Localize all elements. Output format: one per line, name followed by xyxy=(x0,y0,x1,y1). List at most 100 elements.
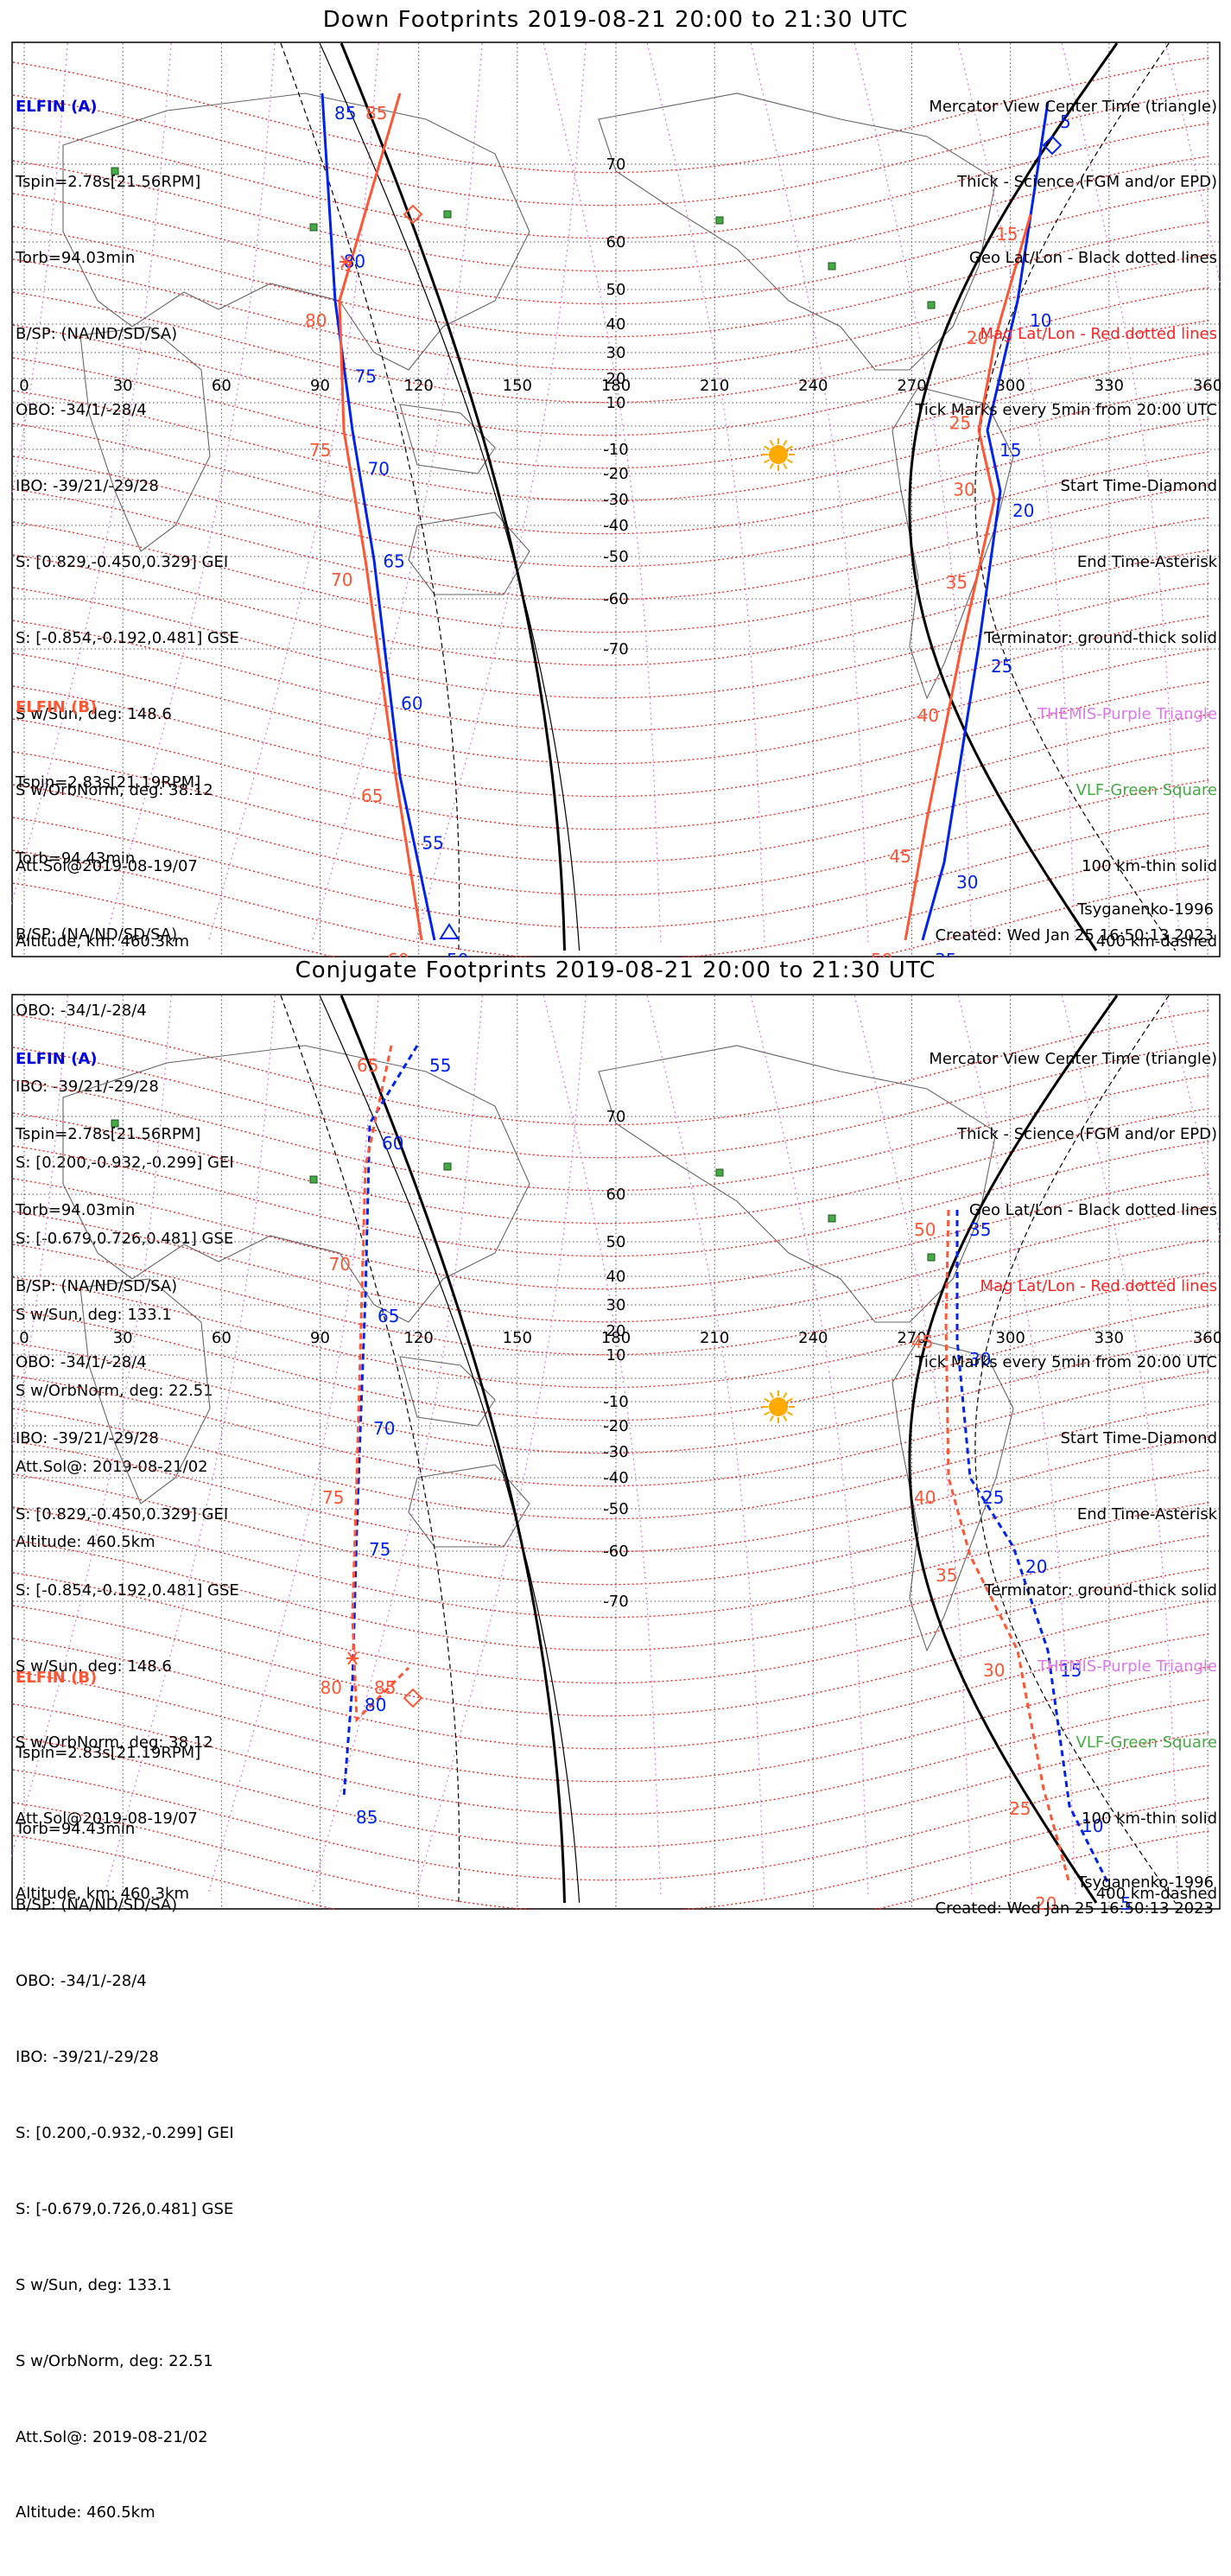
continent-outline xyxy=(598,1045,997,1323)
continent-outline xyxy=(408,512,530,595)
info-line: S: [0.829,-0.450,0.329] GEI xyxy=(16,1504,229,1523)
lat-tick-label: -60 xyxy=(603,590,628,608)
info-line: OBO: -34/1/-28/4 xyxy=(16,1353,147,1372)
trace-tick-label: 85 xyxy=(356,1807,378,1828)
sun-ray xyxy=(786,445,793,450)
trace-tick-label: 30 xyxy=(983,1660,1005,1681)
lon-tick-label: 210 xyxy=(700,1329,729,1347)
trace-tick-label: 85 xyxy=(374,1677,396,1698)
lat-tick-label: -70 xyxy=(603,640,628,658)
legend-item: VLF-Green Square xyxy=(1076,780,1217,799)
sun-ray xyxy=(786,1411,793,1416)
created-label: Created: Wed Jan 25 16:50:13 2023 xyxy=(935,1899,1214,1918)
mag-lat-line xyxy=(12,779,1211,896)
mag-lon-line xyxy=(646,995,765,1895)
terminator-line xyxy=(339,995,566,1904)
trace-tick-label: 35 xyxy=(946,572,968,593)
lat-tick-label: -50 xyxy=(603,1500,628,1518)
info-line: B/SP: (NA/ND/SD/SA) xyxy=(16,1896,178,1915)
trace-tick-label: 25 xyxy=(982,1487,1004,1508)
mag-lat-line xyxy=(12,648,1211,765)
lat-tick-label: -70 xyxy=(603,1593,628,1611)
trace-tick-label: 40 xyxy=(914,1487,936,1508)
lon-tick-label: 330 xyxy=(1095,377,1124,395)
sun-ray xyxy=(764,459,771,464)
mag-lat-line xyxy=(12,1765,1211,1881)
legend-item: Mercator View Center Time (triangle) xyxy=(929,97,1217,116)
trace-tick-label: 75 xyxy=(322,1487,344,1508)
elfin-b-info: ELFIN (B) Tspin=2.83s[21.19RPM] Torb=94.… xyxy=(16,644,234,1606)
trace-tick-label: 20 xyxy=(1025,1556,1047,1577)
mag-lat-line xyxy=(12,57,1211,174)
legend-item: End Time-Asterisk xyxy=(1076,552,1217,571)
trace-tick-label: 65 xyxy=(357,1055,378,1076)
sun-ray xyxy=(783,1415,788,1422)
mag-lat-line xyxy=(12,550,1211,666)
lon-tick-label: 150 xyxy=(503,377,532,395)
mag-lat-line xyxy=(12,1732,1211,1848)
lon-tick-label: 210 xyxy=(700,377,729,395)
mag-lat-line xyxy=(12,681,1211,798)
lat-tick-label: -20 xyxy=(603,465,628,483)
trace-tick-label: 60 xyxy=(382,1133,403,1154)
legend-item: 400 km-dashed xyxy=(1095,1885,1217,1904)
mag-lat-line xyxy=(12,418,1211,535)
trace-tick-label: 15 xyxy=(999,440,1021,461)
lat-tick-label: 10 xyxy=(606,394,626,412)
continent-outline xyxy=(62,92,530,371)
mag-lat-line xyxy=(12,582,1211,699)
legend-item: Mag Lat/Lon - Red dotted lines xyxy=(980,1277,1217,1296)
lon-tick-label: 150 xyxy=(503,1329,532,1347)
mag-lat-line xyxy=(12,1305,1211,1422)
trace-tick-label: 30 xyxy=(953,480,974,500)
info-line: Torb=94.03min xyxy=(16,249,136,268)
model-label: Tsyganenko-1996 xyxy=(1077,1873,1214,1892)
mag-lat-line xyxy=(12,1371,1211,1487)
trace-tick-label: 20 xyxy=(1035,1893,1057,1910)
trace-tick-label: 20 xyxy=(967,328,988,348)
legend: Mercator View Center Time (triangle) Thi… xyxy=(915,43,1217,1005)
info-line: Torb=94.03min xyxy=(16,1201,136,1220)
mag-lat-line xyxy=(12,1206,1211,1323)
vlf-green-square xyxy=(443,210,452,219)
lat-tick-label: 10 xyxy=(606,1346,626,1364)
sun-ray xyxy=(783,462,788,469)
mag-lat-line xyxy=(12,1830,1211,1910)
info-line: S: [-0.854,-0.192,0.481] GSE xyxy=(16,1581,239,1600)
trace-tick-label: 65 xyxy=(383,551,404,572)
info-line: S w/Sun, deg: 133.1 xyxy=(16,2275,172,2294)
mag-lat-line xyxy=(12,1403,1211,1520)
continent-outline xyxy=(399,1356,496,1427)
trace-tick-label: 70 xyxy=(368,458,390,479)
info-line: Att.Sol@2019-08-19/07 xyxy=(16,1809,198,1828)
sun-disc xyxy=(769,445,788,464)
info-line: IBO: -39/21/-29/28 xyxy=(16,1078,159,1097)
sun-ray xyxy=(783,1392,788,1399)
trace-tick-label: 65 xyxy=(378,1306,399,1326)
sun-ray xyxy=(764,1397,771,1402)
mag-lat-line xyxy=(12,845,1211,957)
trace-tick-label: 45 xyxy=(911,1332,933,1352)
lat-tick-label: 60 xyxy=(606,1186,626,1204)
sun-ray xyxy=(786,459,793,464)
continent-outline xyxy=(408,1464,530,1548)
trace-tick-label: 25 xyxy=(1009,1798,1031,1819)
lon-tick-label: 330 xyxy=(1095,1329,1124,1347)
info-line: Torb=94.43min xyxy=(16,1820,136,1839)
mag-lat-line xyxy=(12,385,1211,502)
mag-lat-line xyxy=(12,1436,1211,1553)
mag-lat-line xyxy=(12,1108,1211,1224)
mag-lat-line xyxy=(12,615,1211,732)
start-diamond-icon xyxy=(403,1688,423,1708)
mag-lat-line xyxy=(12,1699,1211,1816)
continent-outline xyxy=(598,92,997,371)
mag-lon-line xyxy=(415,42,587,943)
lon-tick-label: 30 xyxy=(113,1329,133,1347)
trace-tick-label: 80 xyxy=(320,1677,342,1698)
trace-tick-label: 50 xyxy=(447,950,468,957)
info-line: OBO: -34/1/-28/4 xyxy=(16,1002,147,1021)
info-line: Att.Sol@: 2019-08-21/02 xyxy=(16,2427,208,2446)
elfin-a-name: ELFIN (A) xyxy=(16,97,98,116)
vlf-green-square xyxy=(828,262,836,270)
terminator-400km-line xyxy=(280,995,460,1904)
